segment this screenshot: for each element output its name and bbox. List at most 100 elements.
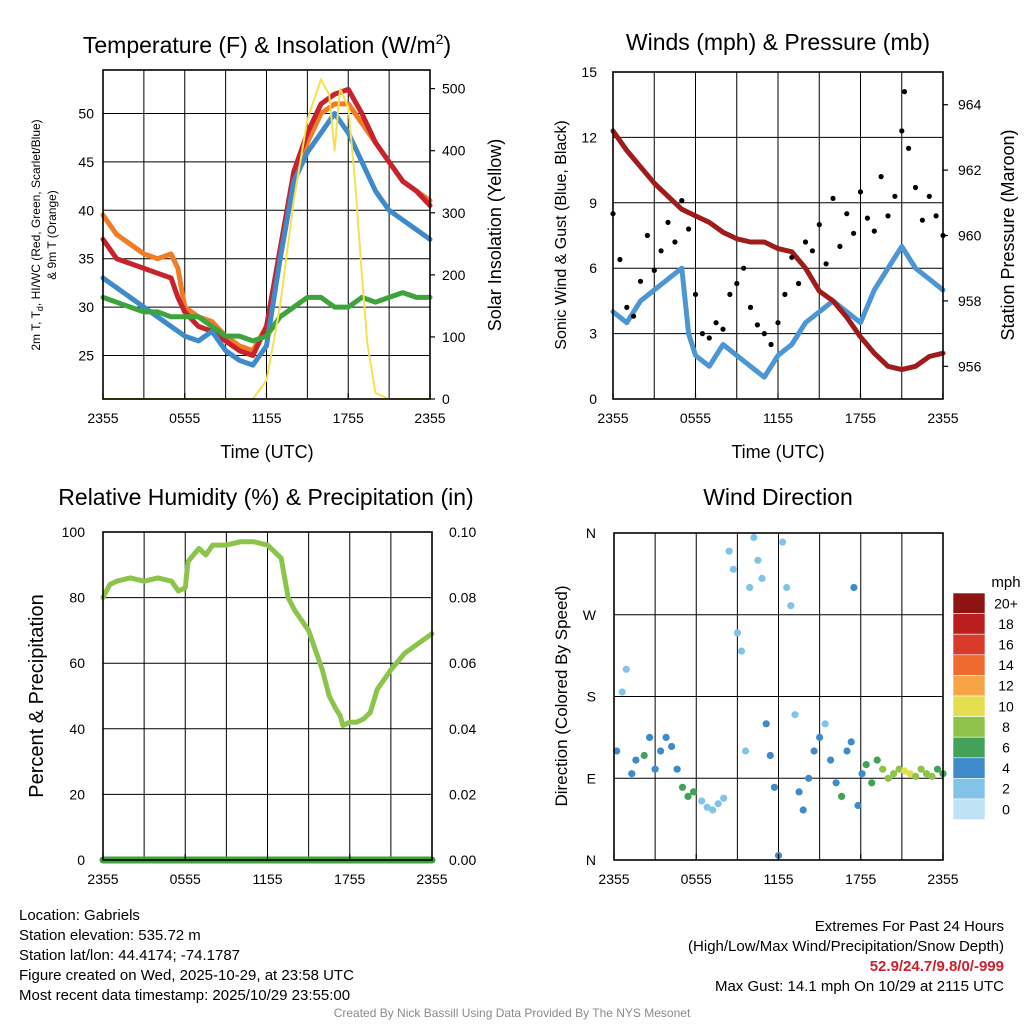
direction-point [651,765,659,773]
gust-point [624,304,630,310]
gust-point [809,248,816,254]
gust-point [857,189,864,195]
legend-swatch [952,613,986,635]
direction-point [787,602,795,610]
y2-tick-label: 956 [958,358,982,374]
winds-ylabel-left: Sonic Wind & Gust (Blue, Black) [553,120,570,349]
direction-point [928,772,936,781]
gust-point [871,228,877,234]
gust-point [631,313,637,319]
gust-point [761,331,767,337]
gust-point [878,174,884,180]
winds-ticks: 2355 0555 1155 1755 235503691215956958960962… [581,64,981,426]
x-tick-label: 1755 [845,871,876,887]
x-tick-label: 0555 [169,410,200,426]
gust-point [844,211,850,217]
legend-label: 10 [998,698,1014,714]
gust-point [768,341,774,348]
gust-point [906,145,912,151]
y-tick-label: 0 [77,852,85,868]
gust-point [830,195,836,201]
gust-point [699,331,706,337]
direction-point [862,761,870,769]
y-tick-label: W [583,607,597,623]
direction-point [646,733,654,742]
y-tick-label: 6 [589,260,597,276]
direction-point [632,756,640,764]
direction-point [799,806,807,814]
y-tick-label: 40 [78,202,94,218]
direction-point [640,751,648,760]
legend-swatch [952,798,986,820]
gust-point [885,213,891,219]
gust-point [926,193,932,199]
direction-point [838,792,846,801]
y-tick-label: 0 [589,391,597,407]
direction-point [850,583,858,592]
x-tick-label: 0555 [680,410,711,426]
x-tick-label: 2355 [416,871,447,887]
direction-point [879,765,887,773]
direction-point [922,770,931,778]
direction-panel: Wind Direction 2355 0555 1155 1755 2355NESWN… [552,484,1021,887]
direction-point [613,747,621,755]
x-tick-label: 1755 [845,410,876,426]
legend-swatch [952,654,986,676]
y-tick-label: 100 [62,524,86,540]
gust-point [644,232,651,239]
legend-label: 6 [1002,740,1010,756]
direction-point [873,756,881,764]
gust-point [802,239,809,245]
gust-point [933,213,939,219]
legend-label: 20+ [994,595,1018,611]
direction-point [816,733,824,742]
y2-tick-label: 100 [442,329,466,345]
gust-point [727,291,733,297]
legend-swatch [952,592,986,614]
series-relative-humidity [100,539,435,728]
latlon-text: Station lat/lon: 44.4174; -74.1787 [19,947,241,964]
direction-point [783,583,791,592]
direction-point [770,783,779,791]
created-text: Figure created on Wed, 2025-10-29, at 23… [19,967,354,984]
winds-title: Winds (mph) & Pressure (mb) [626,29,930,55]
y-tick-label: 15 [581,64,597,80]
winds-ylabel-right: Station Pressure (Maroon) [998,129,1018,340]
direction-point [709,806,717,814]
y2-tick-label: 0.08 [449,590,476,606]
gust-point [692,291,699,297]
gust-point [901,89,908,95]
direction-point [737,647,746,655]
elevation-text: Station elevation: 535.72 m [19,927,201,944]
direction-point [858,770,866,778]
direction-point [742,747,750,755]
gust-point [679,198,685,204]
gust-point [823,261,829,267]
y-tick-label: E [587,770,596,786]
x-tick-label: 1155 [763,410,793,426]
direction-point [628,770,636,778]
legend-label: 12 [998,678,1014,694]
winds-grid [613,72,943,399]
y-tick-label: 50 [78,106,94,122]
direction-point [758,574,766,583]
x-tick-label: 1755 [334,871,365,887]
x-tick-label: 1155 [252,871,282,887]
legend-swatch [952,675,986,697]
y2-tick-label: 0.04 [449,721,476,737]
series-station-pressure-maroon- [610,128,946,373]
temperature-ylabel-right: Solar Insolation (Yellow) [485,139,505,331]
y-tick-label: 25 [78,347,94,363]
x-tick-label: 1155 [763,871,793,887]
direction-point [895,765,903,773]
x-tick-label: 1755 [333,410,364,426]
gust-point [837,243,843,249]
temperature-title: Temperature (F) & Insolation (W/m2) [83,31,451,58]
series-dewpoint-green- [100,290,433,344]
x-tick-label: 2355 [87,410,118,426]
legend-label: 8 [1002,719,1010,735]
direction-point [901,767,909,775]
direction-point [868,779,876,787]
